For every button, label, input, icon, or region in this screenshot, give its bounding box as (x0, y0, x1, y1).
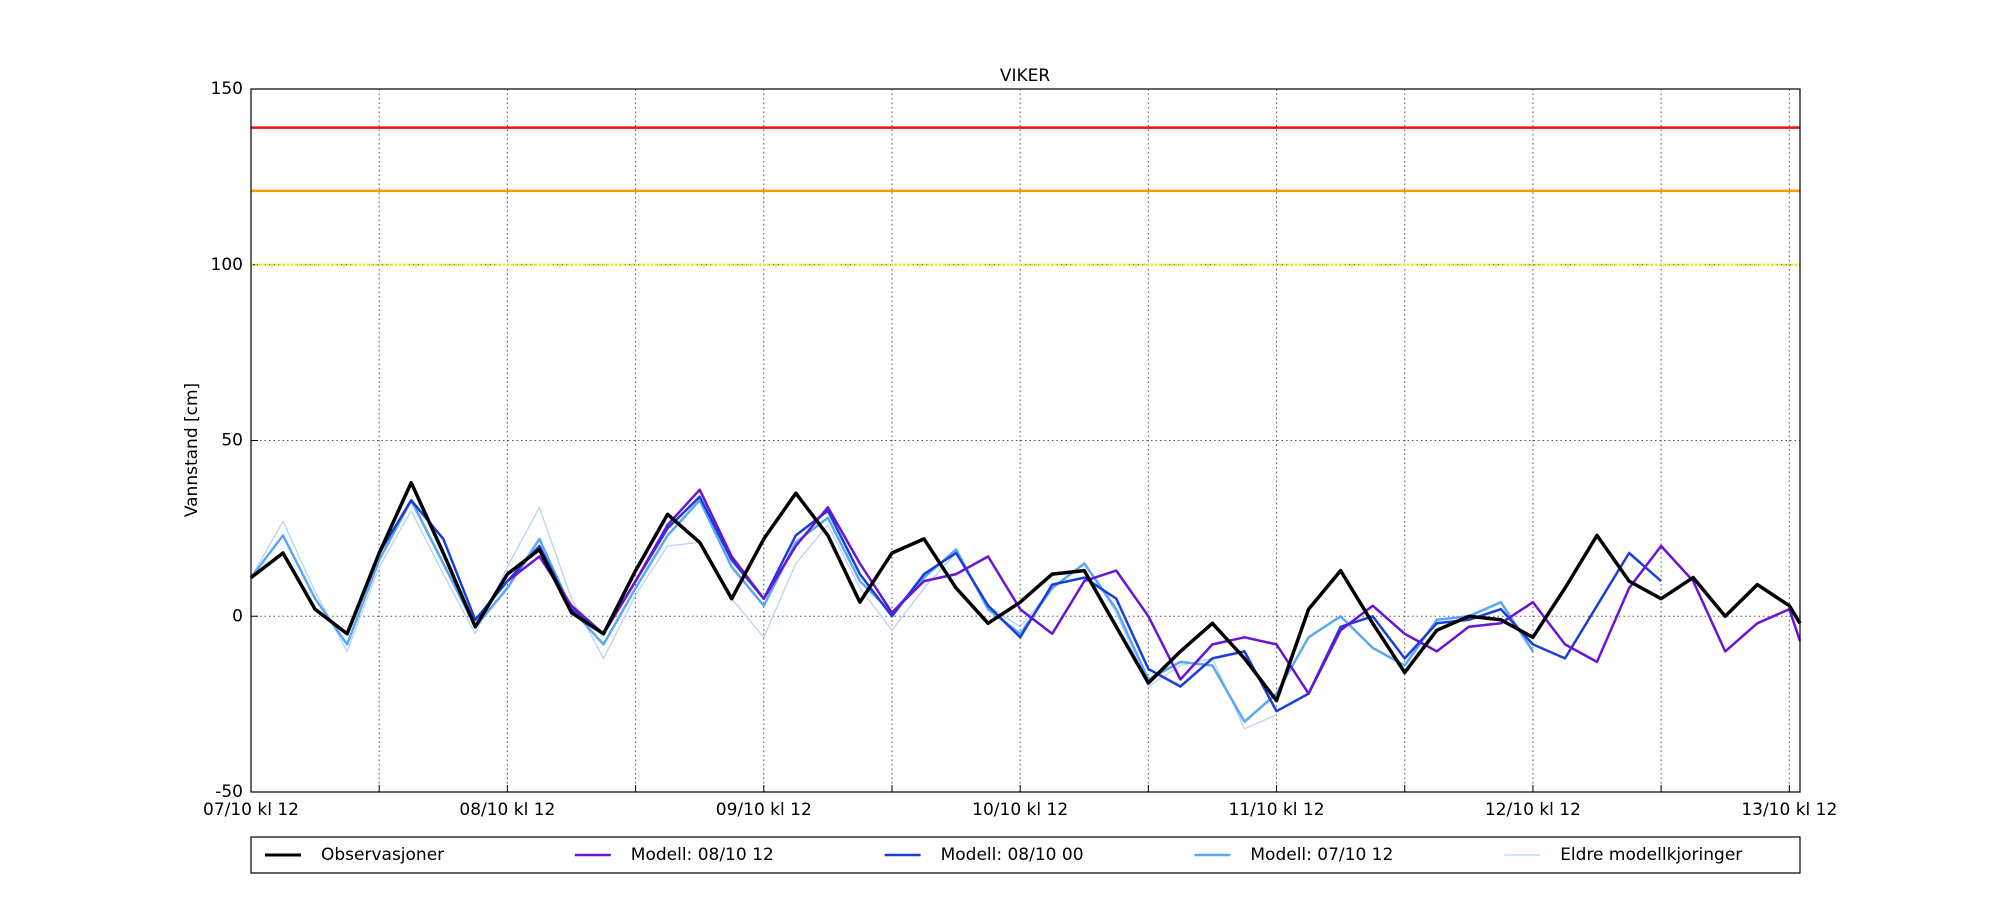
series-line (506, 488, 1802, 695)
y-axis-label: Vannstand [cm] (182, 383, 202, 517)
legend-label: Eldre modellkjoringer (1560, 845, 1742, 865)
y-tick-label: 0 (232, 606, 243, 626)
y-tick-label: 150 (211, 79, 243, 99)
x-tick-label: 11/10 kl 12 (1229, 800, 1325, 820)
x-tick-label: 09/10 kl 12 (716, 800, 812, 820)
series-line (249, 480, 1802, 703)
x-tick-label: 08/10 kl 12 (459, 800, 555, 820)
chart-title: VIKER (1000, 66, 1051, 86)
legend-label: Modell: 08/10 12 (631, 845, 774, 865)
x-tick-label: 12/10 kl 12 (1485, 800, 1581, 820)
series-line (250, 506, 1277, 730)
x-tick-label: 13/10 kl 12 (1741, 800, 1837, 820)
x-tick-label: 07/10 kl 12 (203, 800, 299, 820)
legend-label: Modell: 08/10 00 (941, 845, 1084, 865)
plot-frame (250, 88, 1801, 793)
y-tick-label: 50 (221, 431, 243, 451)
x-tick-label: 10/10 kl 12 (972, 800, 1068, 820)
y-tick-label: -50 (215, 782, 243, 802)
legend-label: Modell: 07/10 12 (1250, 845, 1393, 865)
legend-box (250, 836, 1801, 874)
y-tick-label: 100 (211, 255, 243, 275)
legend-label: Observasjoner (321, 845, 444, 865)
